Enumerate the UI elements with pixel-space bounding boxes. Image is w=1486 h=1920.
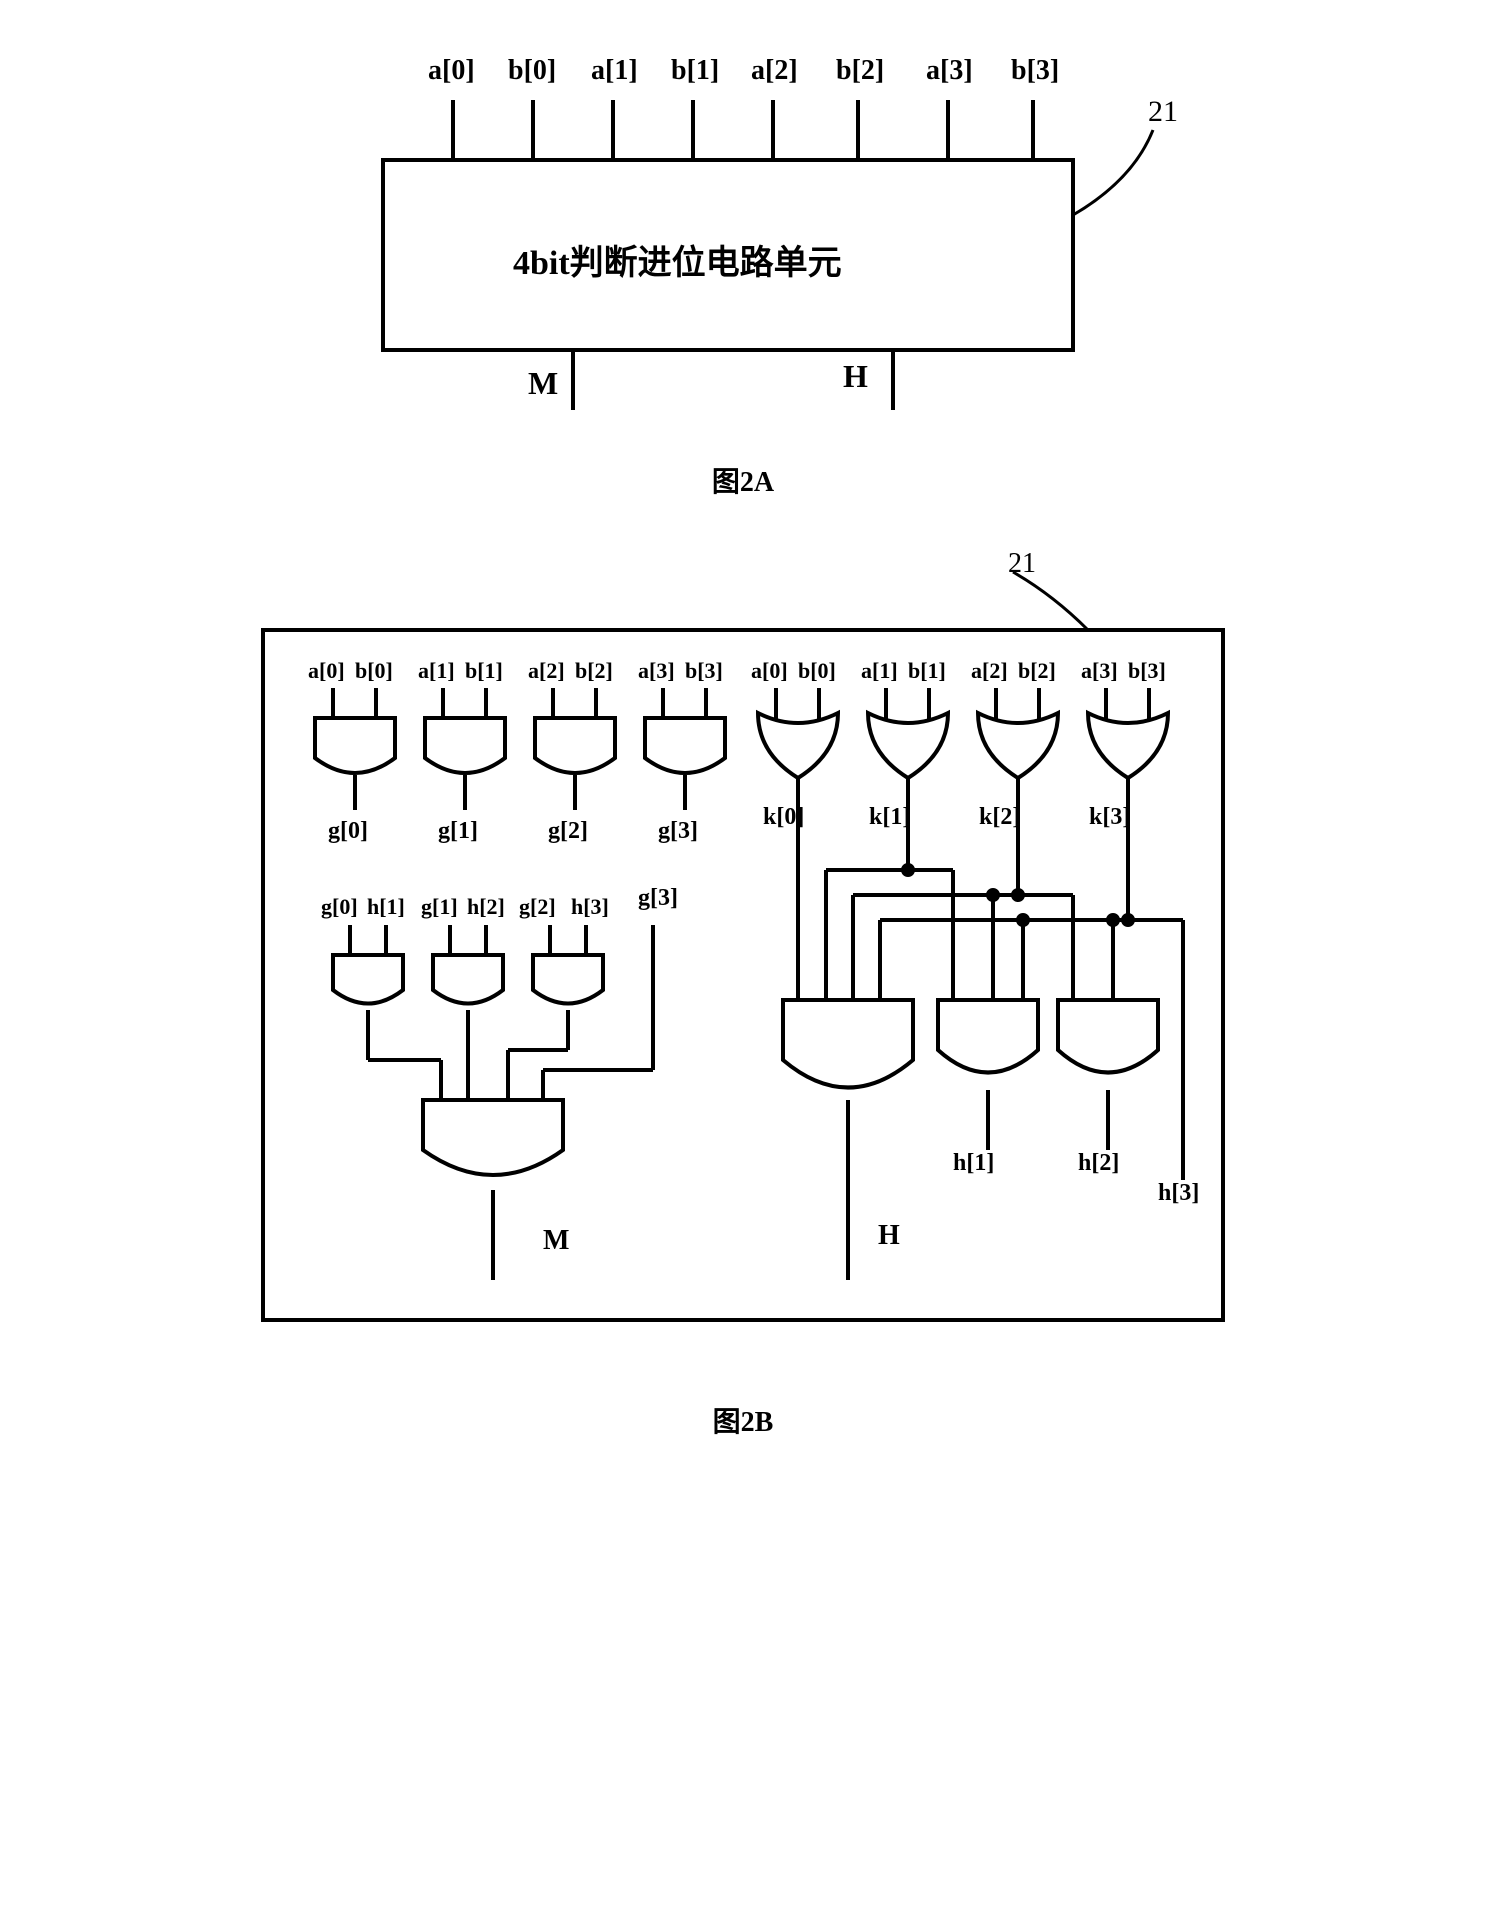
in-a0: a[0] <box>428 55 475 87</box>
input-leads <box>453 100 1033 160</box>
out-m-b: M <box>543 1225 569 1257</box>
g3: g[3] <box>658 818 698 845</box>
ref-21-b: 21 <box>1008 548 1036 580</box>
figure-2a: a[0] b[0] a[1] b[1] a[2] b[2] a[3] b[3] … <box>253 40 1233 500</box>
out-h-b: H <box>878 1220 900 1252</box>
tl-a3: a[3] <box>638 658 675 684</box>
tl-b0: b[0] <box>355 658 393 684</box>
k3: k[3] <box>1089 804 1130 831</box>
in-a1: a[1] <box>591 55 638 87</box>
r-h2: h[2] <box>1078 1150 1119 1177</box>
out-m: M <box>528 365 558 402</box>
g1: g[1] <box>438 818 478 845</box>
out-h: H <box>843 358 868 395</box>
right-and-row <box>783 1000 1158 1280</box>
k1: k[1] <box>869 804 910 831</box>
tl-a2: a[2] <box>528 658 565 684</box>
in-b0: b[0] <box>508 55 556 87</box>
in-b2: b[2] <box>836 55 884 87</box>
m-h2: h[2] <box>467 894 505 920</box>
r-h1: h[1] <box>953 1150 994 1177</box>
figure-2b: 21 a[0] b[0] a[1] b[1] a[2] b[2] a[3] b[… <box>253 560 1233 1440</box>
outer-box <box>263 630 1223 1320</box>
tr-b3: b[3] <box>1128 658 1166 684</box>
tr-a2: a[2] <box>971 658 1008 684</box>
m-h3: h[3] <box>571 894 609 920</box>
in-a2: a[2] <box>751 55 798 87</box>
k2: k[2] <box>979 804 1020 831</box>
in-b3: b[3] <box>1011 55 1059 87</box>
tl-b1: b[1] <box>465 658 503 684</box>
tl-a0: a[0] <box>308 658 345 684</box>
and-top-row <box>315 688 725 810</box>
m-g1: g[1] <box>421 894 458 920</box>
m-g3: g[3] <box>638 885 678 912</box>
tl-b3: b[3] <box>685 658 723 684</box>
tr-b2: b[2] <box>1018 658 1056 684</box>
g0: g[0] <box>328 818 368 845</box>
block-label: 4bit判断进位电路单元 <box>513 235 842 284</box>
r-h3: h[3] <box>1158 1180 1199 1207</box>
ref-callout <box>1073 130 1153 215</box>
tl-b2: b[2] <box>575 658 613 684</box>
m-h1: h[1] <box>367 894 405 920</box>
m-g2: g[2] <box>519 894 556 920</box>
k0: k[0] <box>763 804 804 831</box>
mid-and-row <box>333 925 653 1100</box>
in-b1: b[1] <box>671 55 719 87</box>
caption-2b: 图2B <box>253 1400 1233 1440</box>
tr-a0: a[0] <box>751 658 788 684</box>
ref-21-a: 21 <box>1148 95 1178 129</box>
tr-a3: a[3] <box>1081 658 1118 684</box>
ref-callout-b <box>1013 572 1088 630</box>
caption-2a: 图2A <box>253 460 1233 500</box>
tr-a1: a[1] <box>861 658 898 684</box>
m-g0: g[0] <box>321 894 358 920</box>
in-a3: a[3] <box>926 55 973 87</box>
or-top-row <box>758 688 1168 1000</box>
tl-a1: a[1] <box>418 658 455 684</box>
tr-b0: b[0] <box>798 658 836 684</box>
and-m <box>423 1100 563 1280</box>
tr-b1: b[1] <box>908 658 946 684</box>
g2: g[2] <box>548 818 588 845</box>
